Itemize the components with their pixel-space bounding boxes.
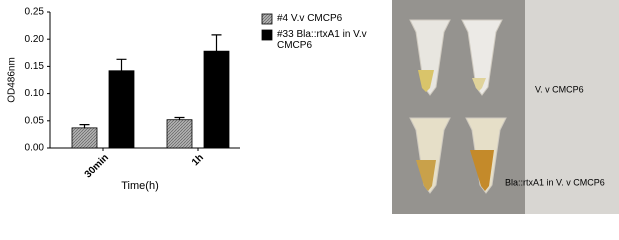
error-bar [211,34,222,52]
legend-swatch [261,13,273,25]
error-bar [116,58,127,71]
bar [203,50,230,149]
y-tick-label: 0.00 [25,143,45,154]
x-tick-label: 30min [83,152,111,180]
x-axis-label: Time(h) [121,180,158,192]
y-tick-label: 0.20 [25,34,45,45]
photo-label: V. v CMCP6 [535,84,584,94]
figure: OD486nm Time(h) V. v CMCP6 Bla::rtxA1 in… [7,0,619,214]
photo-label: Bla::rtxA1 in V. v CMCP6 [505,177,605,187]
error-bar [174,116,185,120]
photo [392,0,619,214]
bar [108,70,135,149]
legend-label: #33 Bla::rtxA1 in V.v CMCP6 [277,29,367,51]
y-tick-label: 0.05 [25,115,45,126]
legend-swatch [261,29,273,41]
y-tick-label: 0.15 [25,61,45,72]
legend-label: #4 V.v CMCP6 [277,13,343,24]
error-bar [79,124,90,128]
bar [71,127,98,149]
chart: OD486nm Time(h) V. v CMCP6 Bla::rtxA1 in… [7,0,619,214]
y-axis-label: OD486nm [7,57,18,103]
y-tick-label: 0.10 [25,88,45,99]
x-tick-label: 1h [190,152,206,168]
y-tick-label: 0.25 [25,7,45,18]
bar [166,119,193,149]
